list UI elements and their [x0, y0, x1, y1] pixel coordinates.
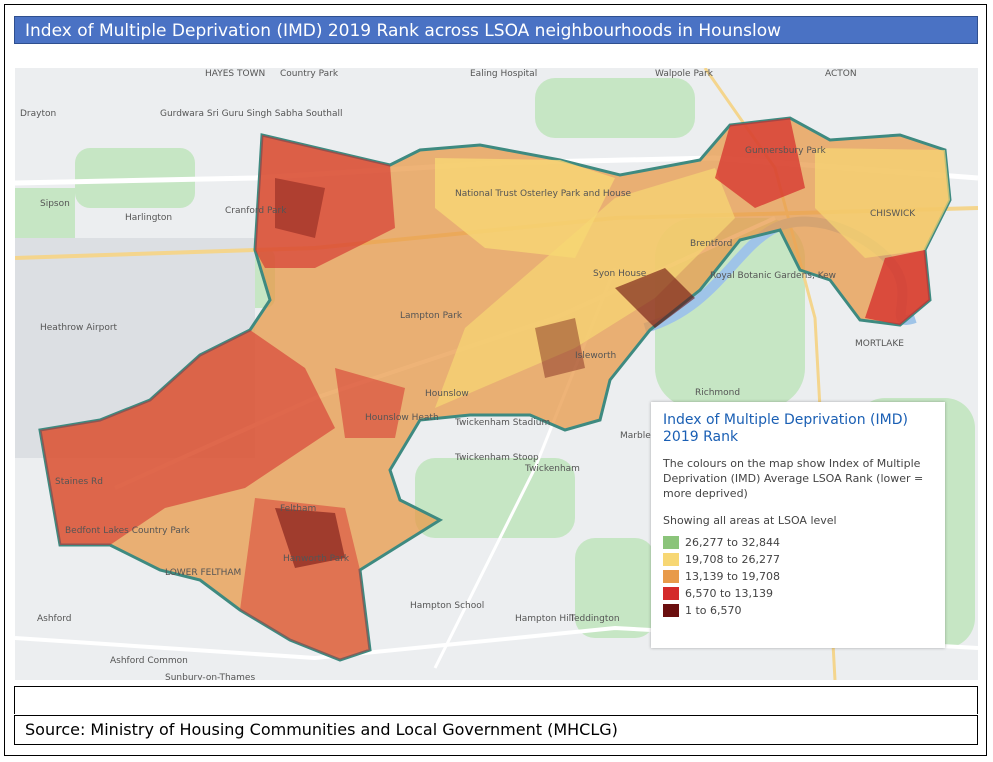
place-label: Cranford Park	[225, 206, 287, 216]
frame	[4, 4, 987, 756]
place-label: Teddington	[569, 614, 620, 624]
place-label: Hounslow Heath	[365, 413, 439, 423]
legend-label: 26,277 to 32,844	[685, 536, 781, 549]
legend-item: 26,277 to 32,844	[663, 534, 933, 551]
map-frame	[14, 686, 978, 714]
place-label: Hampton School	[410, 601, 484, 611]
legend-title: Index of Multiple Deprivation (IMD) 2019…	[663, 412, 908, 445]
legend-label: 1 to 6,570	[685, 604, 742, 617]
place-label: Sipson	[40, 199, 70, 209]
legend-swatch	[663, 553, 679, 566]
place-label: Walpole Park	[655, 69, 714, 79]
legend-label: 6,570 to 13,139	[685, 587, 774, 600]
place-label: ACTON	[825, 69, 857, 79]
title-bar: Index of Multiple Deprivation (IMD) 2019…	[14, 16, 978, 44]
legend-label: 19,708 to 26,277	[685, 553, 781, 566]
place-label: Country Park	[280, 69, 339, 79]
place-label: Ealing Hospital	[470, 69, 537, 79]
place-label: Ashford Common	[110, 656, 188, 666]
legend-description: The colours on the map show Index of Mul…	[663, 457, 924, 500]
place-label: Royal Botanic Gardens, Kew	[710, 271, 836, 281]
place-label: Hampton Hill	[515, 614, 574, 624]
legend: Index of Multiple Deprivation (IMD) 2019…	[651, 402, 945, 648]
legend-label: 13,139 to 19,708	[685, 570, 781, 583]
place-label: Twickenham Stadium	[454, 418, 550, 428]
legend-item: 1 to 6,570	[663, 602, 933, 619]
place-label: Feltham	[280, 504, 316, 514]
legend-items: 26,277 to 32,844 19,708 to 26,277 13,139 t…	[663, 534, 933, 619]
place-label: Hounslow	[425, 389, 469, 399]
legend-note: Showing all areas at LSOA level	[663, 514, 837, 527]
place-label: Hanworth Park	[283, 554, 350, 564]
legend-swatch	[663, 570, 679, 583]
legend-item: 19,708 to 26,277	[663, 551, 933, 568]
place-label: Heathrow Airport	[40, 323, 118, 333]
place-label: Gunnersbury Park	[745, 146, 827, 156]
place-label: HAYES TOWN	[205, 69, 265, 79]
place-label: Marble Hill	[620, 431, 668, 441]
place-label: Harlington	[125, 213, 172, 223]
place-label: Staines Rd	[55, 477, 103, 487]
place-label: Isleworth	[575, 351, 616, 361]
legend-swatch	[663, 587, 679, 600]
map: HAYES TOWN Country Park Ealing Hospital Wal…	[15, 68, 978, 680]
legend-swatch	[663, 536, 679, 549]
place-labels: HAYES TOWN Country Park Ealing Hospital Wal…	[20, 69, 916, 680]
place-label: CHISWICK	[870, 209, 916, 219]
place-label: Lampton Park	[400, 311, 463, 321]
place-label: MORTLAKE	[855, 339, 904, 349]
place-label: Brentford	[690, 239, 732, 249]
place-label: Richmond	[695, 388, 740, 398]
place-label: Sunbury-on-Thames	[165, 673, 255, 680]
legend-item: 13,139 to 19,708	[663, 568, 933, 585]
place-label: Syon House	[593, 269, 647, 279]
legend-swatch	[663, 604, 679, 617]
place-label: Gurdwara Sri Guru Singh Sabha Southall	[160, 109, 343, 119]
place-label: Ashford	[37, 614, 71, 624]
place-label: Bedfont Lakes Country Park	[65, 526, 191, 536]
place-label: LOWER FELTHAM	[165, 568, 241, 578]
source: Source: Ministry of Housing Communities …	[14, 715, 978, 745]
place-label: Drayton	[20, 109, 56, 119]
place-label: Twickenham Stoop	[454, 453, 539, 463]
legend-item: 6,570 to 13,139	[663, 585, 933, 602]
borough	[38, 116, 952, 662]
place-label: National Trust Osterley Park and House	[455, 189, 632, 199]
place-label: Twickenham	[524, 464, 580, 474]
